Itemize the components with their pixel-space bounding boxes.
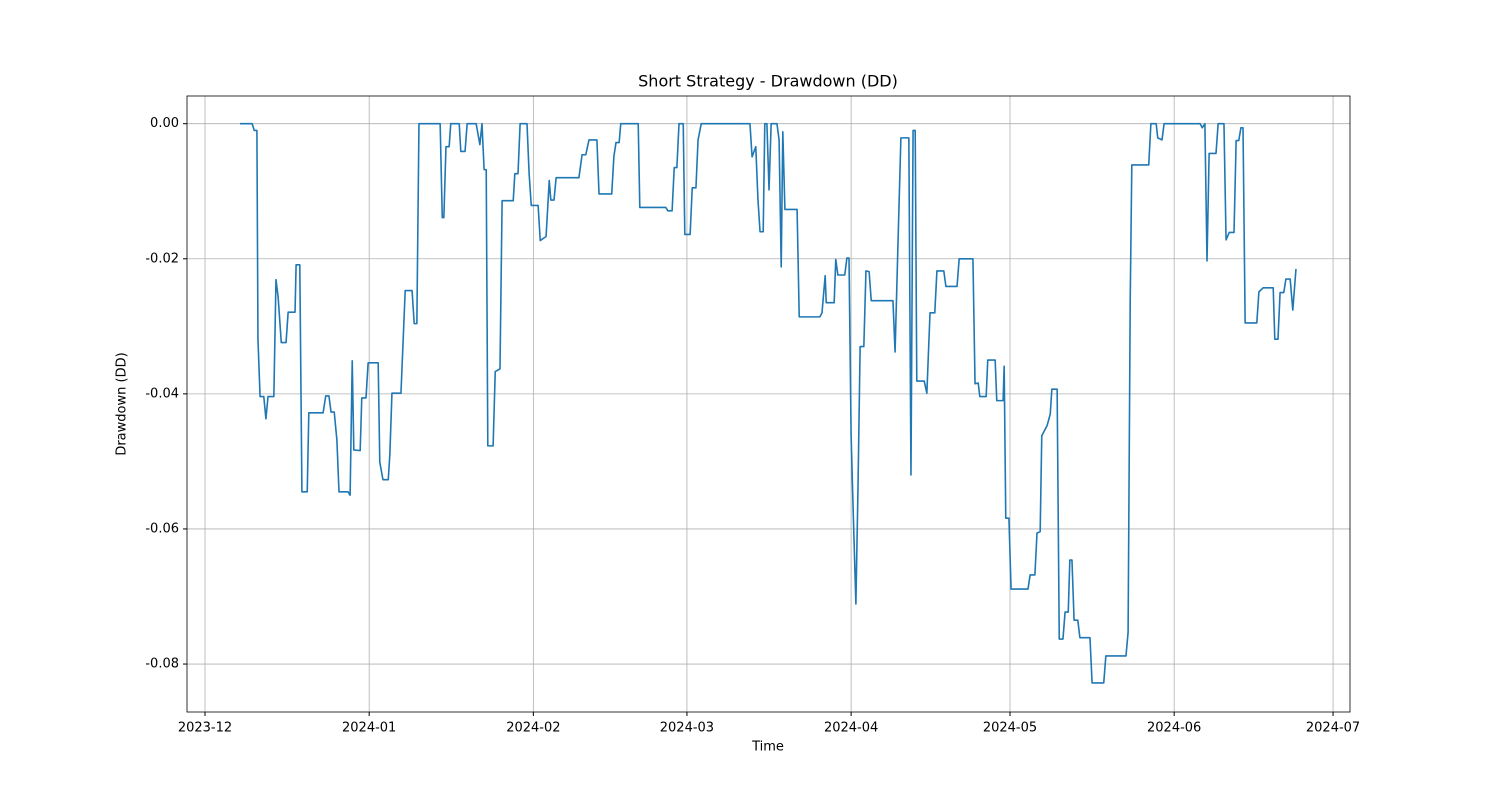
- y-tick-label: 0.00: [150, 116, 179, 131]
- x-axis-label: Time: [751, 740, 784, 755]
- y-tick-label: -0.06: [145, 521, 179, 536]
- x-tick-label: 2024-05: [983, 721, 1037, 736]
- y-axis-label: Drawdown (DD): [115, 352, 130, 455]
- x-tick-label: 2023-12: [178, 721, 232, 736]
- y-tick-label: -0.08: [145, 657, 179, 672]
- plot-frame: [186, 95, 1351, 713]
- x-tick-label: 2024-06: [1147, 721, 1201, 736]
- x-tick-label: 2024-03: [660, 721, 714, 736]
- x-tick-label: 2024-01: [342, 721, 396, 736]
- y-tick-label: -0.04: [145, 386, 179, 401]
- chart-title: Short Strategy - Drawdown (DD): [638, 72, 898, 91]
- x-tick-label: 2024-07: [1306, 721, 1360, 736]
- x-tick-label: 2024-04: [824, 721, 878, 736]
- series-line: [239, 122, 1297, 684]
- x-tick-label: 2024-02: [506, 721, 560, 736]
- y-tick-label: -0.02: [145, 251, 179, 266]
